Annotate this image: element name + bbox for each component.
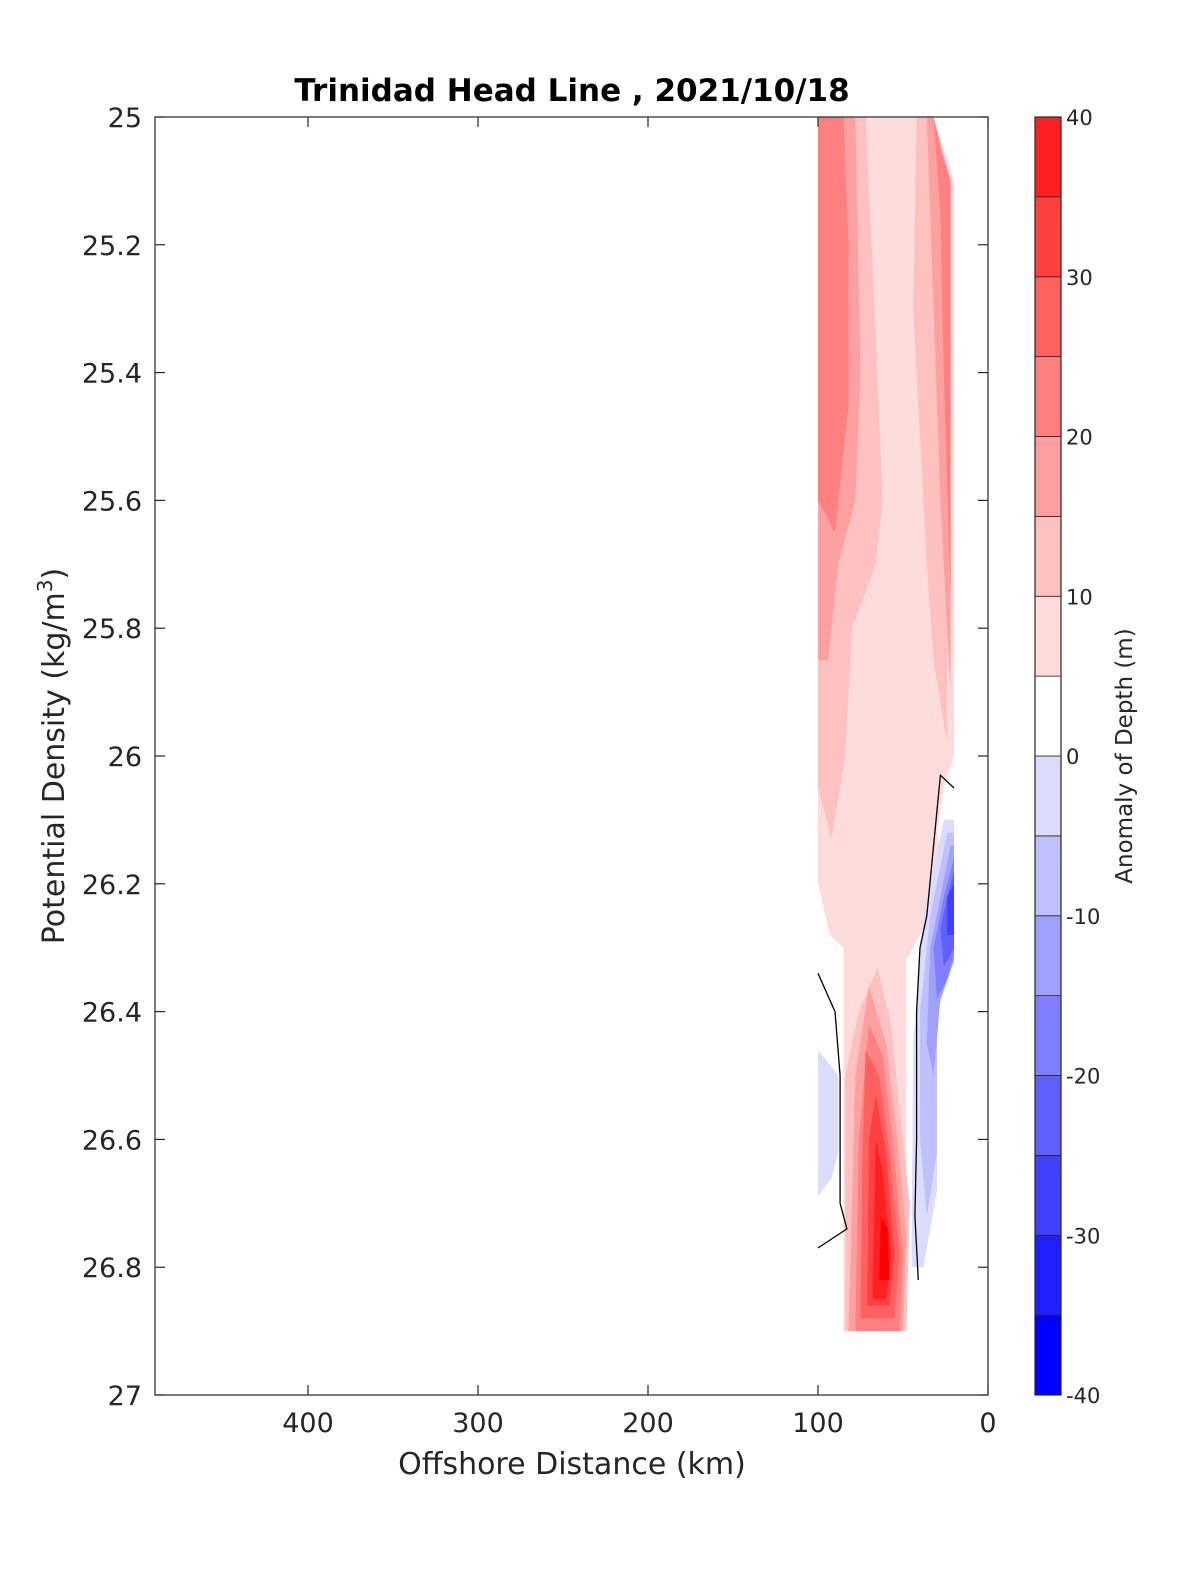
colorbar-band [1034,515,1062,597]
contour-region-3-level-20 [818,117,849,533]
zero-contour-line-0 [817,973,848,1249]
zero-contour-lines [817,773,955,1281]
y-tick-label: 26.6 [82,1125,142,1156]
x-tick-label: 100 [792,1408,844,1439]
y-tick-label: 26.8 [82,1253,142,1284]
x-axis-label: Offshore Distance (km) [398,1447,746,1482]
y-tick-label: 25.2 [82,231,142,262]
plot-area: 400 300 200 100 0 25 25.2 25.4 25.6 25.8 26 26.2 26… [82,103,997,1439]
y-tick-label: 26 [108,742,142,773]
y-tick-label: 25.8 [82,614,142,645]
y-tick-label: 26.4 [82,998,142,1029]
colorbar-tick-label: 10 [1066,585,1093,609]
x-tick-label: 0 [979,1408,996,1439]
y-axis-ticks: 25 25.2 25.4 25.6 25.8 26 26.2 26.4 26.6 26.8 27 [82,103,988,1412]
colorbar-band [1034,595,1062,677]
colorbar-band [1034,276,1062,358]
x-tick-label: 400 [282,1408,334,1439]
zero-contour-line-1 [914,773,955,1281]
x-tick-label: 300 [452,1408,504,1439]
colorbar-band [1034,1075,1062,1156]
colorbar-band [1034,995,1062,1076]
colorbar-band [1034,755,1062,837]
y-tick-label: 25.4 [82,359,142,390]
colorbar-tick-label: -20 [1066,1065,1100,1089]
colorbar-tick-label: 20 [1066,426,1093,450]
colorbar-band [1034,835,1062,917]
colorbar-band [1034,196,1062,278]
colorbar-bands [1034,116,1062,1396]
x-tick-label: 200 [622,1408,674,1439]
contour-region-21-level--30 [947,883,954,935]
title: Trinidad Head Line , 2021/10/18 [294,73,849,109]
y-axis-label: Potential Density (kg/m3) [33,568,72,944]
colorbar-band [1034,1154,1062,1236]
colorbar-band [1034,1314,1062,1396]
y-tick-label: 25.6 [82,486,142,517]
colorbar-tick-label: 0 [1066,745,1079,769]
y-axis-label-main: Potential Density (kg/m [37,592,72,944]
colorbar-tick-label: 40 [1066,106,1093,130]
colorbar-ticks: 40 30 20 10 0 -10 -20 -30 -40 [1066,106,1100,1408]
contour-region-14-level-40 [879,1216,890,1280]
colorbar-frame [1034,116,1062,1396]
chart-title: Trinidad Head Line , 2021/10/18 [294,73,849,109]
colorbar-tick-label: 30 [1066,266,1093,290]
colorbar-band [1034,356,1062,437]
colorbar-band [1034,116,1062,198]
colorbar-label: Anomaly of Depth (m) [1112,628,1138,883]
x-axis-ticks: 400 300 200 100 0 [282,117,997,1439]
contour-region-15-level--5 [818,1049,839,1197]
colorbar-tick-label: -10 [1066,905,1100,929]
colorbar: 40 30 20 10 0 -10 -20 -30 -40 Anomaly of Depth (… [1034,106,1138,1408]
colorbar-band [1034,675,1062,757]
contour-regions [818,117,954,1332]
contour-region-7-level-5 [891,724,900,827]
colorbar-band [1034,915,1062,997]
colorbar-band [1034,436,1062,517]
y-tick-label: 25 [108,103,142,134]
colorbar-tick-label: -30 [1066,1224,1100,1248]
colorbar-tick-label: -40 [1066,1384,1100,1408]
contour-region-6-level-20 [933,117,951,597]
colorbar-band [1034,1234,1062,1316]
y-tick-label: 26.2 [82,870,142,901]
y-tick-label: 27 [108,1381,142,1412]
y-axis-label-close: ) [37,568,72,580]
y-axis-label-superscript: 3 [33,579,57,592]
